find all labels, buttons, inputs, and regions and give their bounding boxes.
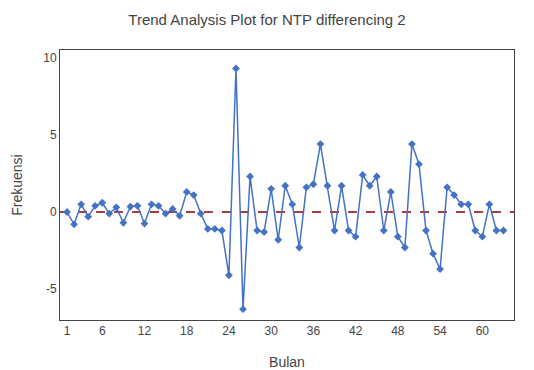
svg-text:12: 12 — [138, 324, 152, 338]
svg-text:10: 10 — [43, 51, 57, 65]
svg-text:Frekuensi: Frekuensi — [9, 154, 25, 215]
svg-text:30: 30 — [264, 324, 278, 338]
svg-text:-5: -5 — [46, 282, 57, 296]
svg-text:42: 42 — [349, 324, 363, 338]
svg-text:0: 0 — [50, 205, 57, 219]
svg-text:48: 48 — [391, 324, 405, 338]
svg-text:Bulan: Bulan — [269, 354, 305, 370]
svg-text:Trend Analysis Plot for NTP di: Trend Analysis Plot for NTP differencing… — [128, 11, 405, 28]
svg-text:54: 54 — [433, 324, 447, 338]
svg-text:24: 24 — [222, 324, 236, 338]
svg-text:6: 6 — [99, 324, 106, 338]
svg-text:1: 1 — [64, 324, 71, 338]
svg-text:60: 60 — [476, 324, 490, 338]
svg-text:36: 36 — [307, 324, 321, 338]
svg-text:18: 18 — [180, 324, 194, 338]
svg-text:5: 5 — [50, 128, 57, 142]
